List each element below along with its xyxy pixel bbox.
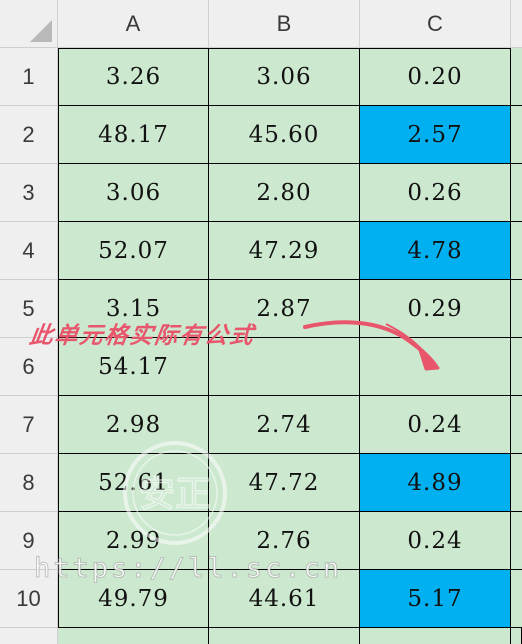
cell-a1[interactable]: 3.26 [58,48,209,106]
row-header-6[interactable]: 6 [0,338,58,396]
cell-a3[interactable]: 3.06 [58,164,209,222]
cell-c5[interactable]: 0.29 [360,280,511,338]
row-header-8[interactable]: 8 [0,454,58,512]
cell-b10[interactable]: 44.61 [209,570,360,628]
select-all-corner[interactable] [0,0,58,48]
watermark-seal-icon: 安正 [123,441,227,545]
cell-b9[interactable]: 2.76 [209,512,360,570]
row-header-11[interactable] [0,628,58,644]
cell-b11[interactable] [209,628,360,644]
cell-d7[interactable] [511,396,522,454]
row-header-4[interactable]: 4 [0,222,58,280]
svg-text:安正: 安正 [139,474,211,515]
column-header-next[interactable] [511,0,522,48]
cell-a4[interactable]: 52.07 [58,222,209,280]
cell-a11[interactable] [58,628,209,644]
cell-b2[interactable]: 45.60 [209,106,360,164]
cell-c8[interactable]: 4.89 [360,454,511,512]
row-header-2[interactable]: 2 [0,106,58,164]
cell-d6[interactable] [511,338,522,396]
cell-c3[interactable]: 0.26 [360,164,511,222]
cell-d8[interactable] [511,454,522,512]
watermark-url: https://ll.sc.cn [33,553,343,585]
cell-d4[interactable] [511,222,522,280]
cell-a2[interactable]: 48.17 [58,106,209,164]
cell-b1[interactable]: 3.06 [209,48,360,106]
cell-d9[interactable] [511,512,522,570]
cell-c1[interactable]: 0.20 [360,48,511,106]
column-header-b[interactable]: B [209,0,360,48]
cell-b4[interactable]: 47.29 [209,222,360,280]
cell-c4[interactable]: 4.78 [360,222,511,280]
cell-b3[interactable]: 2.80 [209,164,360,222]
column-header-a[interactable]: A [58,0,209,48]
cell-a6[interactable]: 54.17 [58,338,209,396]
cell-c6[interactable] [360,338,511,396]
cell-b7[interactable]: 2.74 [209,396,360,454]
cell-d5[interactable] [511,280,522,338]
cell-b8[interactable]: 47.72 [209,454,360,512]
select-all-triangle-icon [30,20,52,42]
cell-d1[interactable] [511,48,522,106]
row-header-3[interactable]: 3 [0,164,58,222]
cell-a5[interactable]: 3.15 [58,280,209,338]
cell-a10[interactable]: 49.79 [58,570,209,628]
cell-d3[interactable] [511,164,522,222]
row-header-10[interactable]: 10 [0,570,58,628]
cell-d11[interactable] [511,628,522,644]
cell-c7[interactable]: 0.24 [360,396,511,454]
cell-c11[interactable] [360,628,511,644]
annotation-text: 此单元格实际有公式 [27,322,257,349]
row-header-7[interactable]: 7 [0,396,58,454]
cell-d10[interactable] [511,570,522,628]
row-header-9[interactable]: 9 [0,512,58,570]
cell-d2[interactable] [511,106,522,164]
row-header-1[interactable]: 1 [0,48,58,106]
cell-c10[interactable]: 5.17 [360,570,511,628]
column-header-c[interactable]: C [360,0,511,48]
cell-c2[interactable]: 2.57 [360,106,511,164]
cell-c9[interactable]: 0.24 [360,512,511,570]
row-header-5[interactable]: 5 [0,280,58,338]
